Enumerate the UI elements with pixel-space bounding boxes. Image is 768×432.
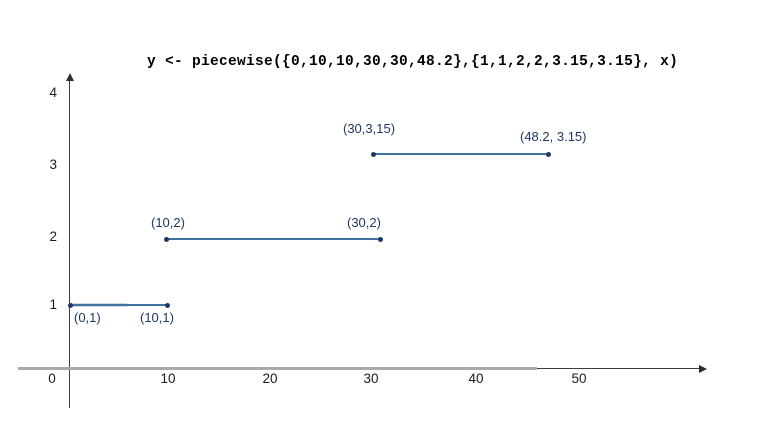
y-axis-arrow-icon — [65, 73, 74, 81]
chart-title: y <- piecewise({0,10,10,30,30,48.2},{1,1… — [147, 54, 679, 70]
y-tick-label-2: 2 — [49, 229, 57, 244]
y-axis-line — [69, 78, 71, 408]
point-label: (10,1) — [140, 310, 174, 325]
segment-3-end-point — [545, 151, 551, 157]
segment-3-line — [373, 153, 548, 155]
x-axis-gray-line — [18, 367, 537, 370]
point-label: (48.2, 3.15) — [520, 129, 587, 144]
x-axis-line — [537, 368, 700, 370]
segment-2-end-point — [377, 236, 383, 242]
segment-2-line — [166, 238, 380, 240]
y-tick-label-3: 3 — [49, 157, 57, 172]
segment-3-start-point — [370, 151, 376, 157]
point-label: (0,1) — [74, 310, 101, 325]
x-axis-arrow-icon — [699, 364, 707, 373]
y-tick-label-1: 1 — [49, 297, 57, 312]
y-tick-label-4: 4 — [49, 85, 57, 100]
x-tick-label-30: 30 — [363, 371, 379, 386]
point-label: (30,2) — [347, 215, 381, 230]
x-tick-label-0: 0 — [48, 371, 56, 386]
segment-1-line — [70, 304, 167, 306]
segment-1-end-point — [164, 302, 170, 308]
segment-1-start-point — [67, 302, 73, 308]
x-tick-label-20: 20 — [262, 371, 278, 386]
segment-2-start-point — [163, 236, 169, 242]
x-tick-label-50: 50 — [571, 371, 587, 386]
point-label: (30,3,15) — [343, 121, 396, 136]
x-tick-label-10: 10 — [160, 371, 176, 386]
point-label: (10,2) — [151, 215, 185, 230]
x-tick-label-40: 40 — [468, 371, 484, 386]
